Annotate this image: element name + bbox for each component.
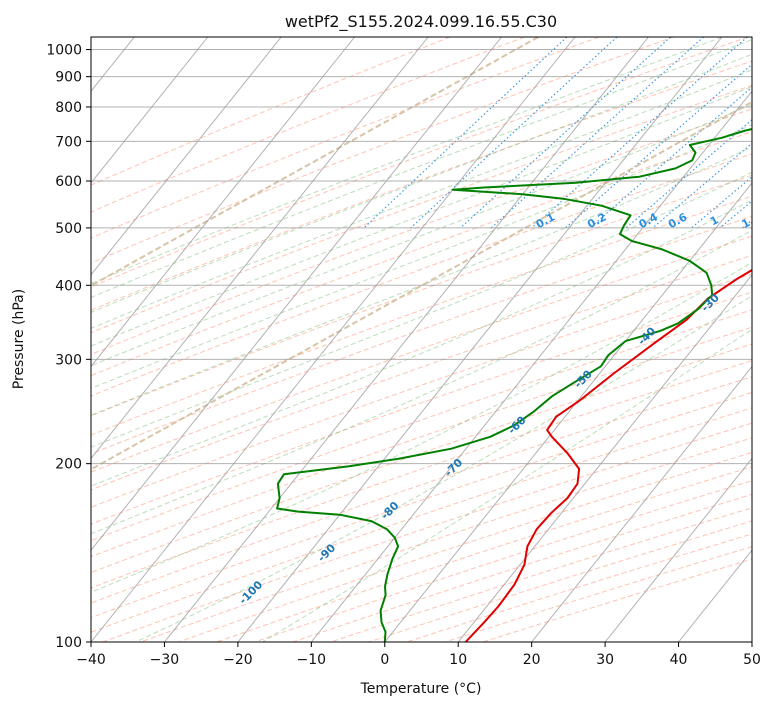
dry-adiabat — [91, 360, 752, 589]
dry-adiabat — [91, 309, 752, 542]
dry-adiabat — [91, 37, 674, 264]
x-tick-label: 20 — [523, 652, 541, 668]
x-tick-label: −10 — [297, 652, 327, 668]
isotherm-line — [164, 37, 649, 642]
x-tick-label: 10 — [449, 652, 467, 668]
dry-adiabat — [91, 254, 752, 491]
isotherm-line — [310, 90, 752, 642]
y-tick-label: 900 — [55, 70, 82, 86]
x-tick-label: 40 — [670, 652, 688, 668]
special-isotherm — [91, 100, 752, 471]
x-axis-label: Temperature (°C) — [360, 681, 482, 697]
dry-adiabat — [91, 37, 600, 239]
y-tick-label: 100 — [55, 635, 82, 651]
mixing-ratio-label: 1 — [708, 213, 721, 228]
y-tick-label: 200 — [55, 457, 82, 473]
mixing-ratio-line — [625, 118, 752, 229]
isotherm-line — [91, 37, 502, 551]
dry-adiabat — [178, 451, 752, 642]
dry-adiabat — [368, 520, 752, 642]
isotherm-line — [91, 37, 209, 184]
moist-adiabat — [135, 295, 752, 642]
moist-adiabat — [91, 261, 752, 593]
dry-adiabat — [91, 174, 752, 417]
y-tick-label: 700 — [55, 134, 82, 150]
dry-adiabat-label: -40 — [635, 324, 658, 347]
dry-adiabat — [91, 153, 752, 397]
x-tick-label: 0 — [380, 652, 389, 668]
y-tick-label: 500 — [55, 221, 82, 237]
y-tick-label: 400 — [55, 278, 82, 294]
dry-adiabat-label: -20 — [764, 255, 775, 278]
isotherm-line — [384, 182, 752, 642]
chart-title: wetPf2_S155.2024.099.16.55.C30 — [285, 12, 557, 32]
x-tick-label: −40 — [76, 652, 106, 668]
dry-adiabat — [91, 407, 752, 633]
moist-adiabat — [91, 69, 752, 329]
special-isotherm — [91, 37, 539, 287]
isotherm-line — [91, 37, 356, 368]
dry-adiabat — [91, 37, 525, 213]
x-tick-label: 50 — [743, 652, 761, 668]
isotherm-line — [237, 37, 723, 642]
plot-frame — [90, 36, 753, 643]
dry-adiabat — [91, 60, 752, 311]
dry-adiabat — [91, 37, 749, 288]
moist-adiabat — [91, 39, 752, 299]
profile-lines — [276, 128, 752, 642]
x-tick-label: −30 — [150, 652, 180, 668]
mixing-ratio-line — [770, 37, 775, 228]
background-lines — [91, 37, 775, 642]
dry-adiabat — [91, 273, 752, 508]
dry-adiabat — [91, 326, 752, 558]
mixing-ratio-line — [565, 63, 752, 229]
mixing-ratio-line — [742, 219, 752, 229]
moist-adiabat — [91, 37, 723, 285]
dry-adiabat-label: -70 — [442, 456, 465, 479]
dry-adiabat — [91, 291, 752, 525]
dry-adiabat — [91, 343, 752, 574]
isotherm-line — [0, 37, 61, 642]
dry-adiabat — [406, 533, 752, 642]
isotherm-line — [751, 641, 752, 642]
dry-adiabat-label: -80 — [378, 499, 401, 522]
moist-adiabat — [91, 104, 752, 367]
mixing-ratio-line — [719, 200, 752, 229]
dry-adiabat — [91, 37, 451, 186]
isotherm-line — [91, 37, 282, 276]
y-tick-label: 300 — [55, 352, 82, 368]
dry-adiabat — [91, 376, 752, 604]
isotherm-line — [91, 37, 576, 642]
y-tick-label: 1000 — [46, 43, 82, 59]
moist-adiabat — [262, 328, 752, 642]
isotherm-line — [91, 37, 429, 460]
mixing-ratio-line — [652, 142, 752, 229]
mixing-ratio-label: 2 — [767, 213, 775, 228]
dry-adiabat — [292, 493, 752, 642]
isotherm-line — [604, 457, 752, 642]
grid-lines — [0, 37, 752, 642]
moist-adiabat — [91, 146, 752, 416]
dewpoint-line — [276, 128, 752, 642]
y-axis-ticks: 100 200 300 400 500 600 700 800 900 1000 — [46, 43, 91, 651]
dry-adiabat — [102, 422, 752, 642]
y-tick-label: 800 — [55, 100, 82, 116]
mixing-ratio-line — [410, 37, 618, 229]
mixing-ratio-line — [460, 37, 671, 229]
isotherm-line — [531, 365, 752, 642]
mixing-ratio-label: 1.5 — [739, 210, 762, 231]
dry-adiabat-label: -30 — [699, 291, 722, 314]
y-axis-label: Pressure (hPa) — [11, 289, 27, 389]
dry-adiabat — [91, 108, 752, 355]
dry-adiabat — [91, 392, 752, 619]
x-tick-label: 30 — [596, 652, 614, 668]
y-tick-label: 600 — [55, 174, 82, 190]
isotherm-line — [457, 273, 752, 642]
x-tick-label: −20 — [223, 652, 253, 668]
mixing-ratio-line — [363, 37, 568, 229]
mixing-ratio-line — [691, 176, 752, 229]
x-axis-ticks: −40 −30 −20 −10 0 10 20 30 40 50 — [76, 642, 761, 668]
moist-adiabat — [91, 229, 752, 535]
